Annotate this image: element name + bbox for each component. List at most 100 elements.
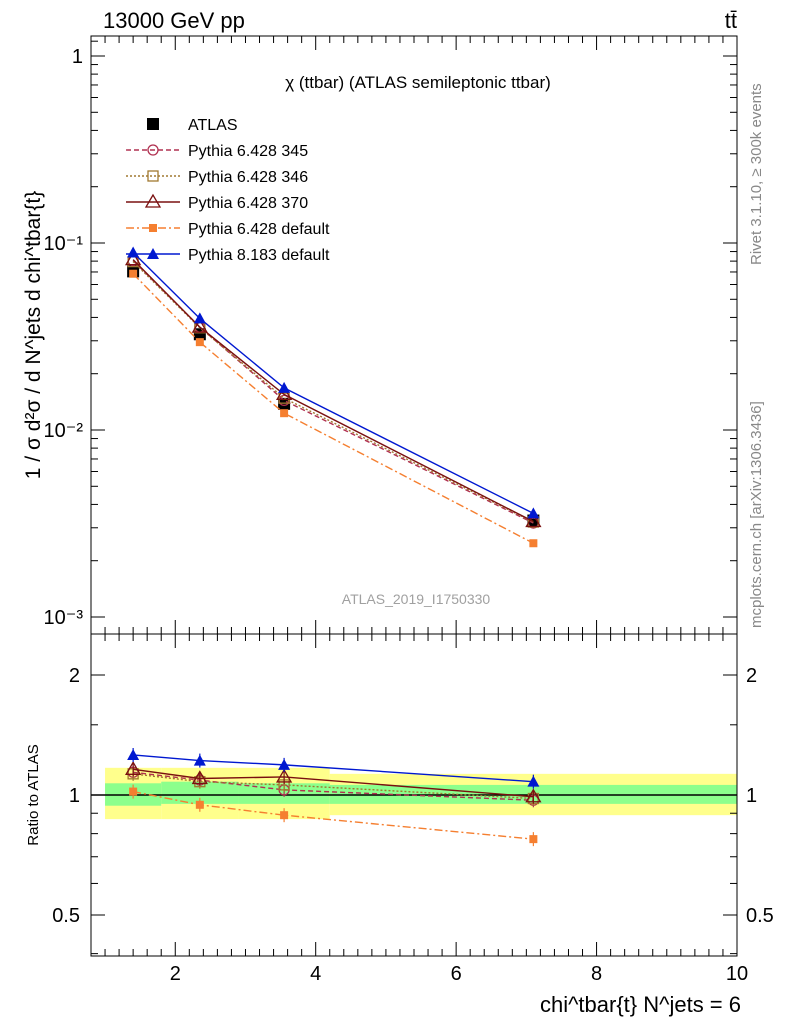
- x-tick-label: 6: [451, 963, 462, 985]
- legend-label: Pythia 6.428 346: [188, 169, 308, 186]
- main-content: [124, 246, 542, 548]
- pythia-6-428-370-line: [132, 259, 534, 523]
- legend: ATLAS Pythia 6.428 345 Pythia 6.428 346 Pyt…: [126, 117, 330, 264]
- main-title: χ (ttbar) (ATLAS semileptonic ttbar): [285, 73, 551, 92]
- main-y-axis-label: 1 / σ d²σ / d N^jets d chi^tbar{t}: [22, 191, 45, 479]
- x-tick-label: 10: [726, 963, 748, 985]
- x-tick-label: 2: [170, 963, 181, 985]
- series-pythia-6-428-345: [127, 254, 540, 529]
- ratio-content: [91, 747, 737, 847]
- ratio-series-pythia-6-428-370: [124, 761, 542, 804]
- pythia-6-428-default-line: [132, 273, 534, 544]
- pythia-6-428-345-line: [132, 260, 534, 524]
- legend-marker: [147, 170, 159, 182]
- pythia-8-183-default-point: [278, 381, 291, 393]
- pythia-6-428-370-ratio-point: [275, 768, 293, 783]
- process-label: tt̄: [725, 8, 737, 33]
- legend-marker: [144, 193, 162, 208]
- pythia-6-428-370-point: [525, 513, 542, 528]
- legend-label: Pythia 8.183 default: [188, 247, 330, 264]
- pythia-6-428-default-point: [280, 409, 289, 418]
- pythia-8-183-default-ratio-point: [193, 754, 206, 766]
- pythia-6-428-346-point: [278, 392, 290, 404]
- pythia-6-428-default-ratio-point: [529, 835, 538, 844]
- legend-entry-pythia-6-428-370: Pythia 6.428 370: [126, 193, 308, 212]
- ratio-y-tick-label: 0.5: [52, 905, 80, 927]
- pythia-6-428-default-ratio-point: [280, 811, 289, 820]
- pythia-8-183-default-ratio-line: [133, 754, 534, 783]
- series-atlas: [127, 265, 540, 527]
- series-pythia-6-428-346: [127, 255, 540, 528]
- main-y-tick-label: 1: [72, 46, 83, 68]
- ratio-y-tick-labels: 2 2 1 1 0.5 0.5: [52, 665, 774, 927]
- pythia-6-428-default-ratio-point: [195, 800, 204, 809]
- legend-entry-atlas: ATLAS: [147, 117, 238, 134]
- legend-entry-pythia-6-428-346: Pythia 6.428 346: [126, 169, 308, 186]
- legend-label: Pythia 6.428 345: [188, 143, 308, 160]
- ratio-y-tick-label: 1: [69, 785, 80, 807]
- pythia-8-183-default-point: [527, 507, 540, 519]
- main-x-ticks: [104, 36, 738, 634]
- ratio-y-tick-label-right: 0.5: [746, 905, 774, 927]
- x-tick-label: 8: [591, 963, 602, 985]
- pythia-8-183-default-point: [193, 312, 206, 324]
- legend-entry-pythia-8-183-default: Pythia 8.183 default: [126, 247, 330, 264]
- uncertainty-band-inner: [161, 781, 239, 804]
- ratio-y-axis-label: Ratio to ATLAS: [25, 744, 42, 845]
- series-pythia-8-183-default: [127, 246, 540, 519]
- main-y-ticks: [91, 40, 737, 618]
- pythia-8-183-default-line: [132, 251, 534, 515]
- pythia-8-183-default-ratio-point: [127, 748, 140, 760]
- atlas-point: [278, 397, 291, 410]
- pythia-6-428-370-ratio-line: [133, 768, 534, 798]
- mcplots-label: mcplots.cern.ch [arXiv:1306.3436]: [748, 401, 765, 628]
- x-tick-label: 4: [310, 963, 321, 985]
- pythia-6-428-345-ratio-line: [133, 771, 534, 801]
- legend-entry-pythia-6-428-default: Pythia 6.428 default: [126, 221, 330, 238]
- ratio-y-tick-label-right: 2: [746, 665, 757, 687]
- rivet-label: Rivet 3.1.10, ≥ 300k events: [748, 83, 765, 265]
- ratio-y-tick-label-right: 1: [746, 785, 757, 807]
- legend-label: Pythia 6.428 370: [188, 195, 308, 212]
- pythia-6-428-default-ratio-point: [129, 787, 138, 796]
- legend-marker: [147, 248, 159, 259]
- legend-marker: [147, 144, 159, 156]
- pythia-6-428-370-ratio-point: [191, 770, 208, 785]
- legend-label: ATLAS: [188, 117, 238, 134]
- pythia-6-428-370-ratio-point: [525, 788, 542, 803]
- pythia-8-183-default-ratio-point: [527, 775, 540, 787]
- pythia-6-428-346-line: [132, 261, 534, 523]
- pythia-8-183-default-ratio-point: [278, 758, 291, 770]
- pythia-6-428-346-ratio-line: [133, 773, 534, 800]
- pythia-8-183-default-point: [127, 246, 140, 258]
- pythia-6-428-370-point: [124, 251, 142, 266]
- legend-marker: [147, 118, 159, 130]
- pythia-6-428-370-point: [191, 318, 208, 333]
- x-axis-label: chi^tbar{t} N^jets = 6: [540, 992, 741, 1017]
- ratio-x-tick-labels: 2 4 6 8 10: [170, 963, 748, 985]
- series-pythia-6-428-default: [129, 269, 538, 548]
- ratio-y-ticks: [91, 674, 737, 955]
- pythia-6-428-default-ratio-line: [132, 790, 534, 840]
- main-panel: χ (ttbar) (ATLAS semileptonic ttbar) ATL…: [22, 35, 738, 635]
- main-y-tick-label: 10⁻³: [44, 607, 84, 629]
- series-pythia-6-428-370: [124, 251, 542, 528]
- pythia-6-428-default-point: [529, 539, 538, 548]
- energy-label: 13000 GeV pp: [103, 8, 245, 33]
- pythia-6-428-370-ratio-point: [124, 761, 142, 775]
- pythia-6-428-default-point: [195, 338, 204, 347]
- pythia-6-428-370-point: [275, 386, 293, 401]
- legend-entry-pythia-6-428-345: Pythia 6.428 345: [126, 143, 308, 160]
- ratio-series-pythia-6-428-default: [129, 784, 538, 847]
- main-y-tick-label: 10⁻²: [44, 420, 84, 442]
- pythia-6-428-default-point: [129, 269, 138, 278]
- main-y-tick-labels: 1 10⁻¹ 10⁻² 10⁻³: [44, 46, 84, 629]
- analysis-watermark: ATLAS_2019_I1750330: [342, 591, 491, 607]
- legend-marker: [149, 224, 157, 232]
- legend-label: Pythia 6.428 default: [188, 221, 330, 238]
- ratio-y-tick-label: 2: [69, 665, 80, 687]
- main-y-tick-label: 10⁻¹: [44, 233, 84, 255]
- ratio-x-ticks: [104, 634, 738, 956]
- ratio-series-pythia-8-183-default: [127, 747, 540, 789]
